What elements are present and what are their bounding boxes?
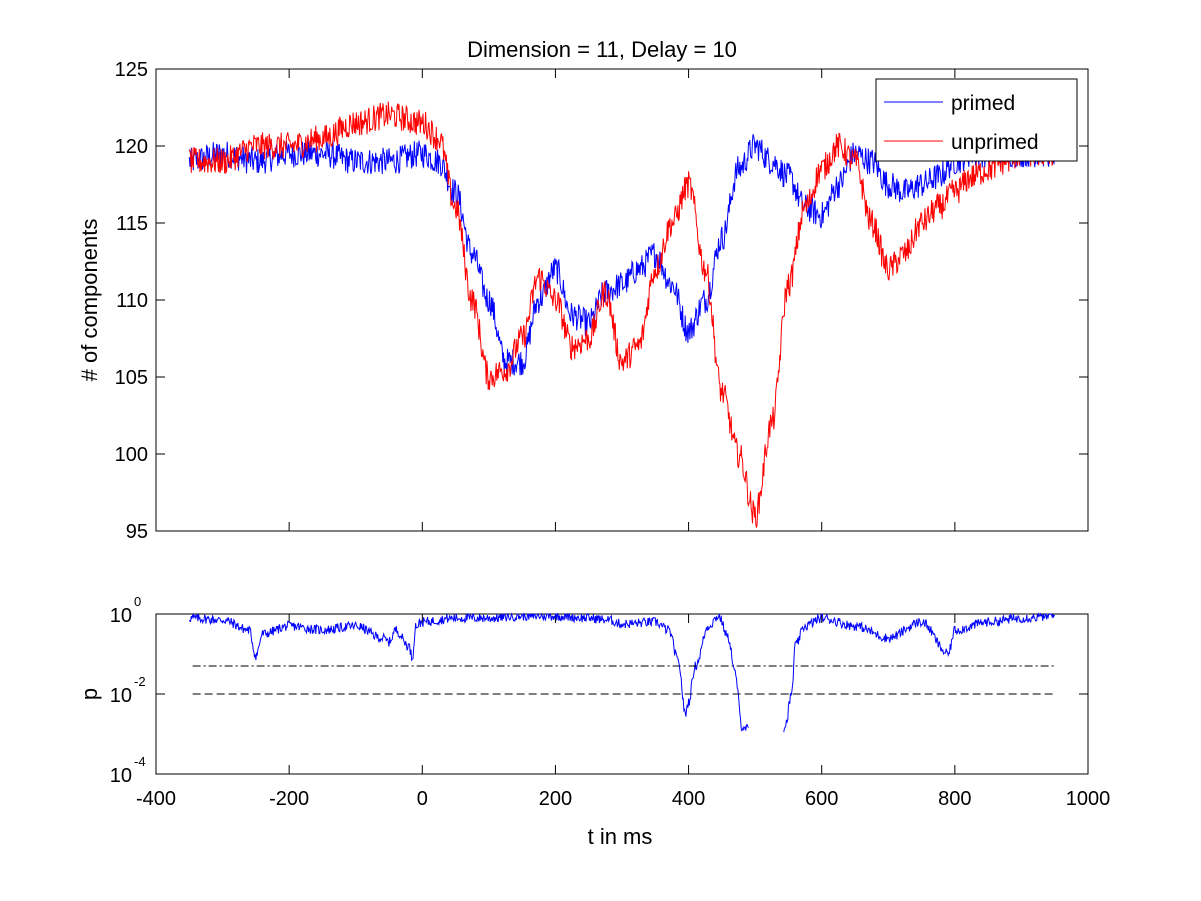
bottom-y-tick-exponent: -2 — [134, 674, 146, 689]
top-y-axis-label: # of components — [77, 219, 102, 382]
top-y-tick-label: 120 — [115, 136, 148, 158]
top-y-tick-label: 95 — [126, 521, 148, 543]
bottom-x-tick-label: 600 — [805, 788, 838, 810]
top-series — [188, 101, 1056, 528]
bottom-y-tick-exponent: 0 — [134, 594, 141, 609]
chart-title: Dimension = 11, Delay = 10 — [467, 37, 737, 62]
top-y-tick-label: 105 — [115, 367, 148, 389]
p-value-line-segment-0 — [188, 612, 749, 732]
bottom-x-tick-label: 800 — [938, 788, 971, 810]
bottom-x-tick-label: -400 — [136, 788, 176, 810]
bottom-x-tick-label: 0 — [417, 788, 428, 810]
top-y-tick-label: 110 — [116, 290, 148, 312]
legend-label-primed: primed — [951, 92, 1015, 115]
bottom-y-tick-base: 10 — [110, 685, 132, 707]
p-value-line-segment-1 — [783, 612, 1056, 733]
bottom-y-tick-exponent: -4 — [134, 754, 146, 769]
bottom-x-tick-label: 1000 — [1066, 788, 1111, 810]
top-y-ticks: 95 100 105 110 115 120 125 — [115, 59, 1089, 543]
top-y-tick-label: 115 — [116, 213, 148, 235]
bottom-series — [188, 612, 1056, 733]
legend: primed unprimed — [875, 78, 1078, 162]
top-panel: Dimension = 11, Delay = 10 95 100 105 110 11… — [77, 37, 1089, 543]
bottom-x-ticks: -400 -200 0 200 400 600 800 1000 — [136, 614, 1110, 810]
legend-box — [875, 78, 1078, 162]
bottom-x-tick-label: 200 — [539, 788, 572, 810]
bottom-y-tick-base: 10 — [110, 765, 132, 787]
bottom-plot-frame — [155, 613, 1089, 775]
bottom-x-tick-label: 400 — [672, 788, 705, 810]
top-y-tick-label: 125 — [115, 59, 148, 81]
series-line-unprimed — [188, 101, 1056, 528]
bottom-x-axis-label: t in ms — [588, 824, 653, 849]
top-y-tick-label: 100 — [115, 444, 148, 466]
series-line-primed — [188, 134, 1056, 376]
legend-label-unprimed: unprimed — [951, 131, 1039, 154]
bottom-x-tick-label: -200 — [269, 788, 309, 810]
bottom-y-axis-label: p — [77, 688, 102, 700]
bottom-y-tick-base: 10 — [110, 605, 132, 627]
